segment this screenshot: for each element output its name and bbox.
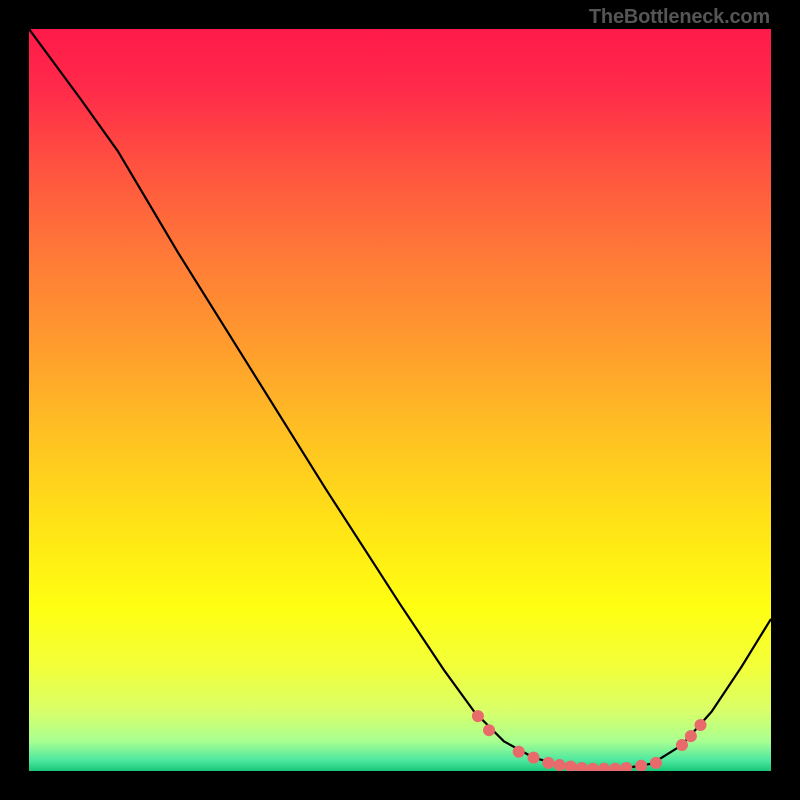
curve-marker [650, 757, 662, 769]
curve-marker [685, 730, 697, 742]
bottleneck-curve [29, 29, 771, 769]
marker-group [472, 710, 707, 771]
watermark-text: TheBottleneck.com [589, 6, 770, 29]
curve-marker [513, 746, 525, 758]
curve-marker [620, 762, 632, 771]
curve-marker [676, 739, 688, 751]
curve-marker [695, 719, 707, 731]
chart-plot-area [29, 29, 771, 771]
curve-marker [483, 724, 495, 736]
curve-marker [576, 762, 588, 771]
curve-marker [472, 710, 484, 722]
curve-marker [565, 761, 577, 771]
curve-marker [554, 759, 566, 771]
curve-marker [598, 763, 610, 771]
curve-marker [609, 763, 621, 771]
curve-marker [528, 752, 540, 764]
curve-marker [542, 757, 554, 769]
chart-curve-layer [29, 29, 771, 771]
curve-marker [635, 760, 647, 771]
curve-marker [587, 763, 599, 771]
